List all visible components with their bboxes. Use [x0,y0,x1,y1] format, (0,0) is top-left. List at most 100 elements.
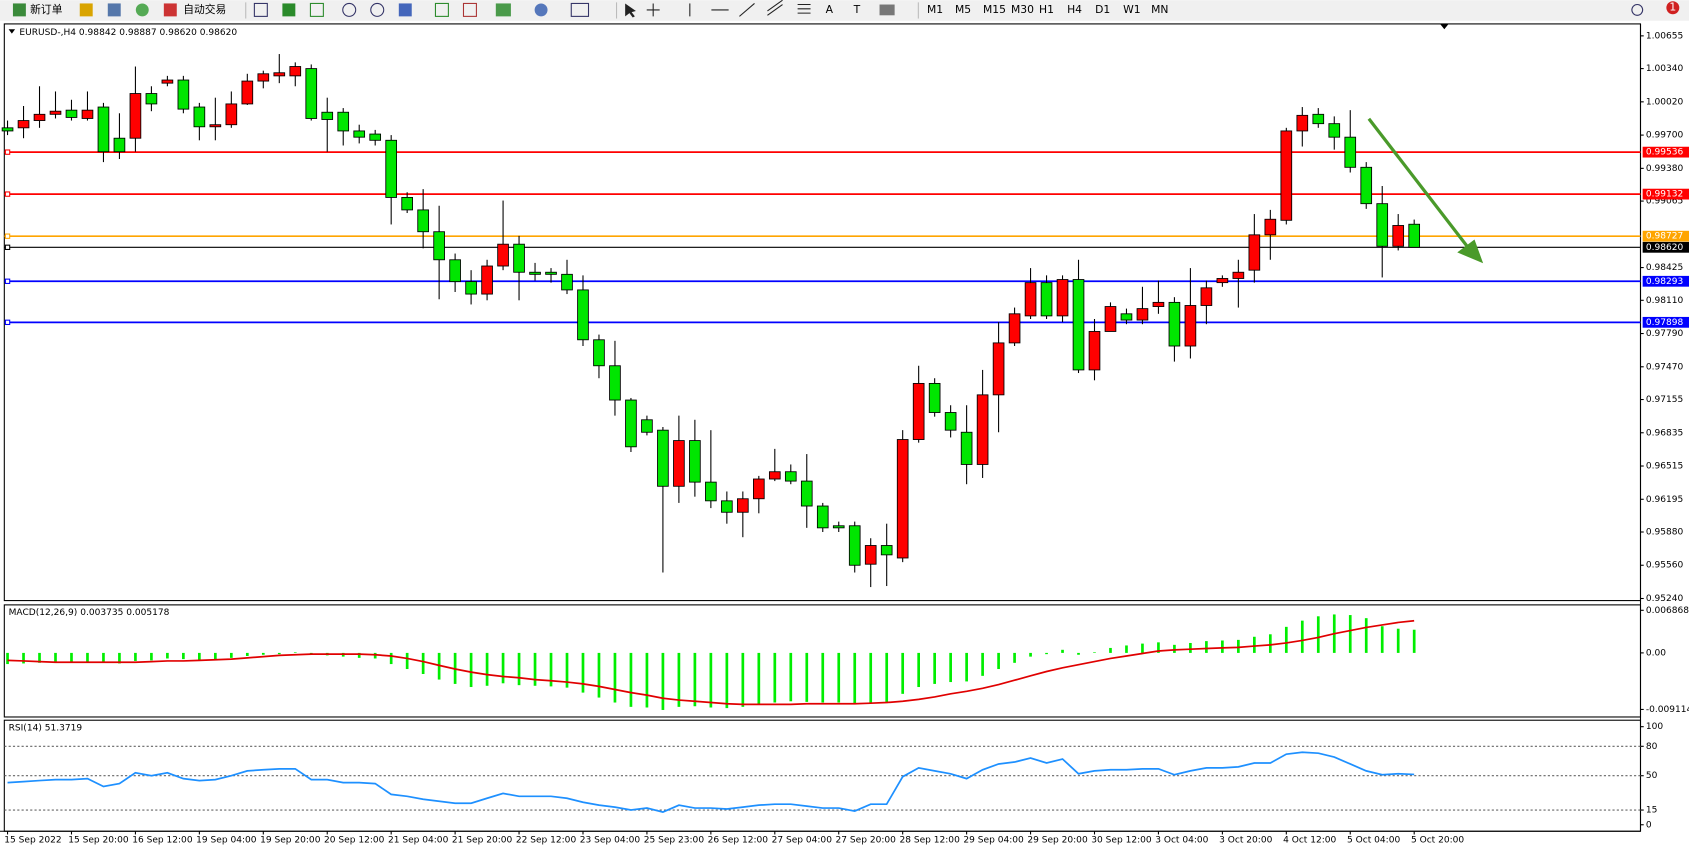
icon[interactable] [107,3,121,17]
candle-body [721,500,733,513]
icon[interactable] [342,2,357,17]
x-tick-label: 29 Sep 20:00 [1027,835,1088,845]
search[interactable] [1631,3,1644,16]
candle-body [880,545,893,556]
y-tick-label: 0.99380 [1646,164,1684,174]
candle-body [1216,278,1229,284]
badge-bg[interactable] [1666,1,1680,15]
candle-body [417,209,429,233]
x-tick-label: 21 Sep 04:00 [388,835,449,845]
timeframe[interactable]: M15 [983,3,1006,16]
y-tick-label: 0.97470 [1646,362,1684,372]
icon[interactable] [309,2,324,17]
level-label: 0.97898 [1646,318,1684,328]
label-tool[interactable]: T [853,3,861,16]
candle-body [1072,279,1085,371]
timeframe[interactable]: M30 [1011,3,1034,16]
icon[interactable] [253,2,268,17]
level-handle [4,149,11,155]
x-tick-label: 28 Sep 12:00 [899,835,960,845]
timeframe[interactable]: M1 [927,3,943,16]
candle-body [17,120,30,129]
y-tick-label: 15 [1646,806,1658,816]
y-tick-label: 0.97155 [1646,395,1683,405]
level-label-bg [1642,230,1689,242]
y-tick-label: 0.95560 [1646,561,1684,571]
x-tick-label: 15 Sep 20:00 [68,835,129,845]
timeframe[interactable]: D1 [1095,3,1110,16]
candle-body [177,79,190,110]
candle-body [1008,313,1021,344]
channel-tool[interactable] [767,0,783,16]
candle-body [832,525,845,529]
cursor-tool[interactable] [625,3,636,18]
candle-body [1408,223,1421,248]
candle-body [896,439,909,559]
candle-body [1232,271,1245,279]
level-label: 0.99132 [1646,190,1683,200]
candle-body [497,243,509,267]
candle-body [784,471,797,482]
auto-trading[interactable]: 自动交易 [183,3,226,16]
timeframe[interactable]: W1 [1123,3,1141,16]
icon[interactable] [434,2,449,17]
x-tick-label: 29 Sep 04:00 [963,835,1024,845]
candle-body [385,139,397,198]
timeframe[interactable]: H1 [1039,3,1054,16]
candle-body [641,419,653,433]
icon[interactable] [495,3,511,17]
icon[interactable] [282,3,296,17]
candle-body [97,106,110,153]
level-handle [4,278,11,284]
text-tool[interactable]: A [826,3,834,16]
icon[interactable] [462,2,477,17]
crosshair-tool[interactable] [646,3,660,17]
candle-body [257,73,270,82]
timeframe[interactable]: MN [1151,3,1168,16]
y-tick-label: 100 [1646,722,1664,732]
new-order[interactable]: 新订单 [30,3,63,16]
candle-body [1376,203,1389,247]
icon[interactable] [163,3,177,17]
x-tick-label: 3 Oct 20:00 [1219,835,1272,845]
candle-body [561,273,573,291]
candle-body [449,259,461,283]
x-tick-label: 26 Sep 12:00 [708,835,769,845]
candle-body [209,124,222,128]
x-tick-label: 5 Oct 04:00 [1347,835,1400,845]
candle-body [1120,313,1133,321]
candle-body [273,72,286,77]
icon[interactable] [570,2,590,17]
candle-body [545,271,557,275]
icon[interactable] [79,3,93,17]
timeframe[interactable]: M5 [955,3,971,16]
x-tick-label: 3 Oct 04:00 [1155,835,1208,845]
arrow-shaft [1367,117,1472,252]
candle-body [33,113,46,121]
y-tick-label: 0.98110 [1646,296,1684,306]
rsi-title: RSI(14) 51.3719 [9,723,83,733]
icon[interactable] [370,2,385,17]
candle-body [49,110,62,115]
candle-body [353,130,366,138]
candle-body [768,471,781,480]
icon[interactable] [135,3,149,17]
candle-body [912,382,925,440]
icon[interactable] [879,4,895,16]
x-tick-label: 16 Sep 12:00 [132,835,193,845]
level-handle [4,319,11,326]
shift-marker [1440,23,1449,30]
badge[interactable]: 1 [1669,1,1676,14]
candle-body [593,339,605,367]
icon[interactable] [534,3,548,17]
trendline-tool[interactable] [739,3,755,17]
candle-body [944,412,957,431]
level-label-bg [1642,275,1689,287]
fibo-tool[interactable] [797,3,811,14]
timeframe[interactable]: H4 [1067,3,1082,16]
icon[interactable] [398,3,412,17]
level-label-bg [1642,146,1689,158]
x-tick-label: 5 Oct 20:00 [1411,835,1464,845]
x-tick-label: 25 Sep 23:00 [644,835,705,845]
